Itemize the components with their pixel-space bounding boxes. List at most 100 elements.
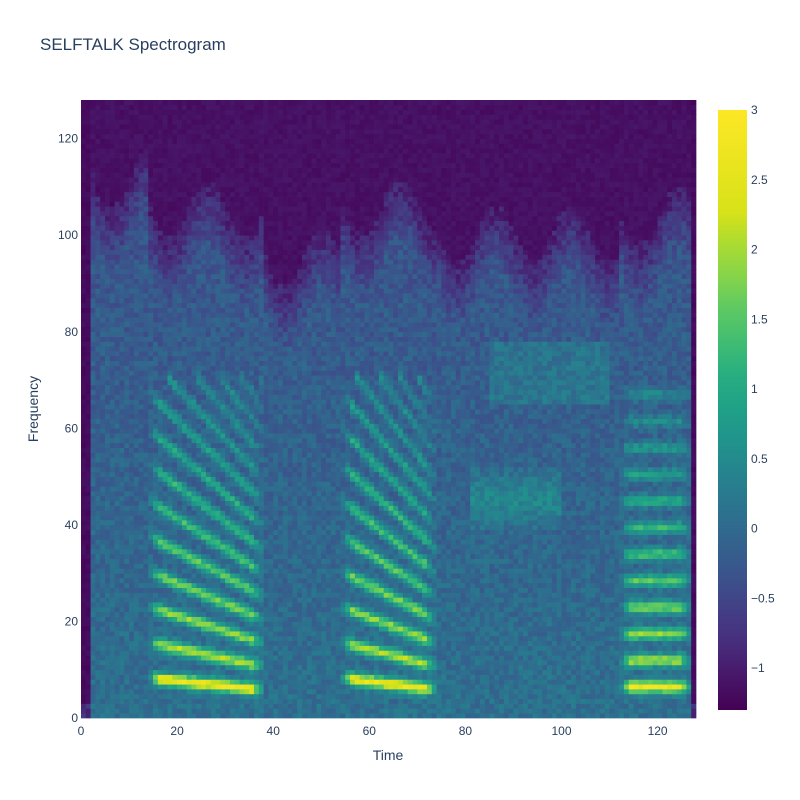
heatmap-cell xyxy=(129,684,135,690)
heatmap-cell xyxy=(225,375,231,381)
heatmap-cell xyxy=(109,196,115,202)
heatmap-cell xyxy=(153,109,159,115)
heatmap-cell xyxy=(172,703,178,709)
heatmap-cell xyxy=(153,669,159,675)
heatmap-cell xyxy=(81,529,87,535)
heatmap-cell xyxy=(244,481,250,487)
heatmap-cell xyxy=(253,515,260,521)
heatmap-cell xyxy=(177,655,183,661)
heatmap-cell xyxy=(181,669,188,675)
heatmap-cell xyxy=(100,365,106,371)
heatmap-cell xyxy=(148,689,154,695)
heatmap-cell xyxy=(138,602,144,608)
heatmap-cell xyxy=(225,626,231,632)
heatmap-cell xyxy=(162,703,168,709)
heatmap-cell xyxy=(138,297,144,304)
heatmap-cell xyxy=(258,549,264,555)
heatmap-cell xyxy=(85,462,91,468)
heatmap-cell xyxy=(90,544,96,550)
heatmap-cell xyxy=(119,466,125,473)
heatmap-cell xyxy=(201,157,207,164)
heatmap-cell xyxy=(105,133,111,139)
heatmap-cell xyxy=(210,288,216,294)
heatmap-cell xyxy=(90,713,96,719)
heatmap-cell xyxy=(244,631,250,637)
heatmap-cell xyxy=(167,206,173,212)
heatmap-cell xyxy=(100,626,106,632)
heatmap-cell xyxy=(258,399,264,405)
heatmap-cell xyxy=(129,312,135,318)
heatmap-cell xyxy=(167,606,173,613)
heatmap-cell xyxy=(153,293,159,299)
heatmap-cell xyxy=(133,322,139,328)
heatmap-cell xyxy=(162,293,168,299)
heatmap-cell xyxy=(138,346,144,352)
heatmap-cell xyxy=(229,182,236,188)
heatmap-cell xyxy=(258,225,264,231)
heatmap-cell xyxy=(234,389,240,395)
heatmap-cell xyxy=(181,143,188,149)
heatmap-cell xyxy=(205,259,212,265)
heatmap-cell xyxy=(172,182,178,188)
heatmap-cell xyxy=(268,708,274,714)
heatmap-cell xyxy=(162,515,168,521)
heatmap-cell xyxy=(105,568,111,574)
heatmap-cell xyxy=(114,240,120,246)
heatmap-cell xyxy=(143,215,149,222)
heatmap-cell xyxy=(129,273,135,279)
heatmap-cell xyxy=(133,196,139,202)
heatmap-cell xyxy=(109,220,115,226)
plot-area[interactable] xyxy=(81,100,697,719)
heatmap-cell xyxy=(239,626,245,632)
heatmap-cell xyxy=(215,452,221,458)
heatmap-cell xyxy=(85,230,91,236)
heatmap-cell xyxy=(153,442,159,448)
heatmap-cell xyxy=(124,466,130,473)
heatmap-cell xyxy=(148,215,154,222)
heatmap-cell xyxy=(138,409,144,415)
heatmap-cell xyxy=(234,100,240,106)
heatmap-cell xyxy=(124,491,130,497)
heatmap-cell xyxy=(229,375,236,381)
heatmap-cell xyxy=(268,698,274,704)
heatmap-cell xyxy=(129,215,135,222)
heatmap-cell xyxy=(95,558,101,564)
heatmap-cell xyxy=(157,500,164,506)
heatmap-cell xyxy=(186,423,192,429)
heatmap-cell xyxy=(138,148,144,154)
heatmap-cell xyxy=(95,355,101,362)
heatmap-cell xyxy=(138,573,144,579)
heatmap-cell xyxy=(143,399,149,405)
heatmap-cell xyxy=(191,491,197,497)
heatmap-cell xyxy=(220,370,226,376)
heatmap-cell xyxy=(143,293,149,299)
heatmap-cell xyxy=(186,259,192,265)
heatmap-cell xyxy=(157,631,164,637)
heatmap-cell xyxy=(244,341,250,347)
heatmap-cell xyxy=(90,240,96,246)
heatmap-cell xyxy=(234,433,240,439)
heatmap-cell xyxy=(244,206,250,212)
heatmap-cell xyxy=(124,322,130,328)
heatmap-cell xyxy=(249,244,255,251)
heatmap-cell xyxy=(239,225,245,231)
heatmap-cell xyxy=(229,389,236,395)
heatmap-cell xyxy=(148,283,154,289)
heatmap-cell xyxy=(215,664,221,671)
heatmap-cell xyxy=(114,679,120,685)
heatmap-cell xyxy=(249,558,255,564)
heatmap-cell xyxy=(143,674,149,680)
heatmap-cell xyxy=(129,157,135,164)
heatmap-cell xyxy=(215,215,221,222)
heatmap-cell xyxy=(234,466,240,473)
heatmap-cell xyxy=(124,558,130,564)
heatmap-cell xyxy=(177,413,183,420)
heatmap-cell xyxy=(181,104,188,111)
heatmap-cell xyxy=(153,254,159,260)
heatmap-cell xyxy=(253,674,260,680)
heatmap-cell xyxy=(148,703,154,709)
heatmap-cell xyxy=(229,592,236,598)
heatmap-cell xyxy=(234,597,240,603)
heatmap-cell xyxy=(100,128,106,135)
heatmap-cell xyxy=(239,312,245,318)
